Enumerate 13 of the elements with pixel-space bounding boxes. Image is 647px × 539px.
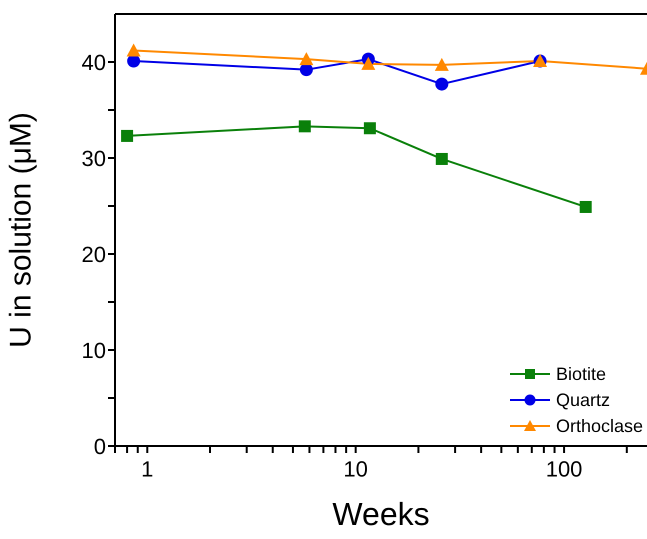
y-tick-label: 40 [82,50,106,75]
legend-label: Quartz [556,390,610,410]
x-tick-label: 10 [343,456,368,482]
x-tick-label: 100 [546,456,582,482]
y-tick-label: 30 [82,146,106,171]
y-tick-label: 0 [94,434,106,459]
legend-label: Biotite [556,364,606,384]
x-axis-title: Weeks [332,496,430,532]
y-tick-label: 20 [82,242,106,267]
x-tick-label: 1 [141,456,154,482]
y-axis-title: U in solution (μM) [4,112,38,348]
y-tick-label: 10 [82,338,106,363]
legend-label: Orthoclase [556,416,643,436]
